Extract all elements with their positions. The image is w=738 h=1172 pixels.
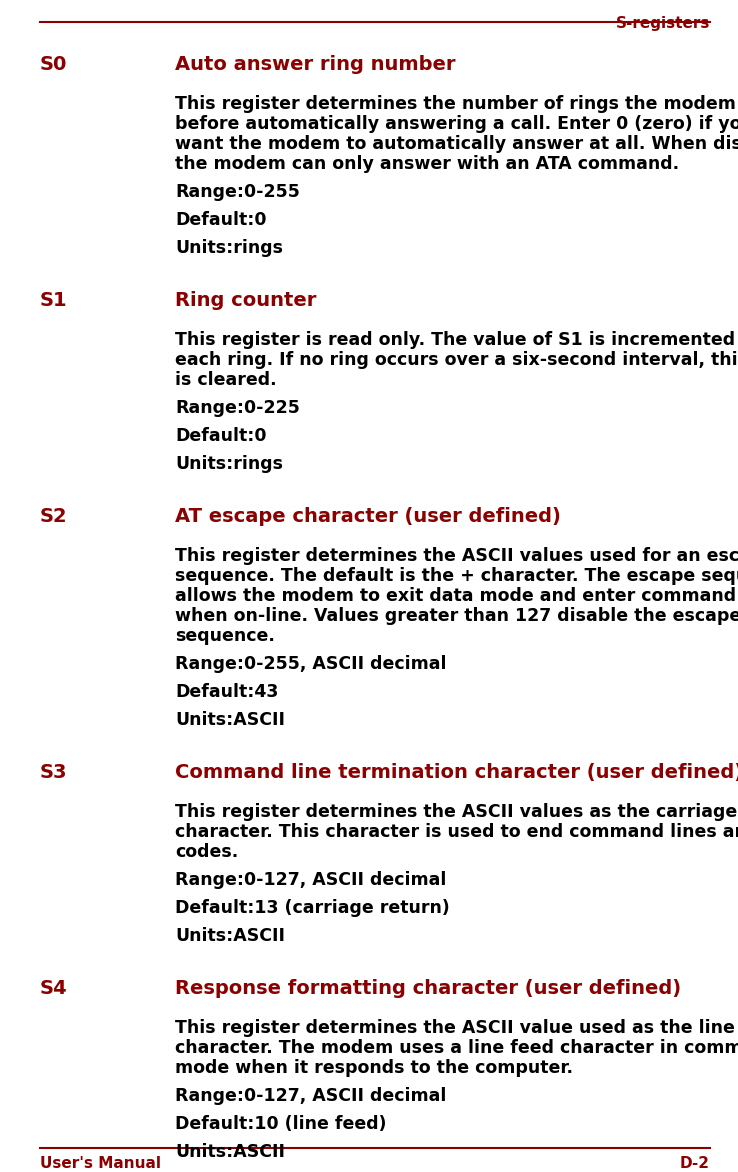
Text: Units:ASCII: Units:ASCII [175,711,285,729]
Text: is cleared.: is cleared. [175,372,277,389]
Text: each ring. If no ring occurs over a six-second interval, this register: each ring. If no ring occurs over a six-… [175,350,738,369]
Text: allows the modem to exit data mode and enter command mode: allows the modem to exit data mode and e… [175,587,738,605]
Text: Units:ASCII: Units:ASCII [175,927,285,945]
Text: S0: S0 [40,55,67,74]
Text: character. This character is used to end command lines and result: character. This character is used to end… [175,823,738,841]
Text: Command line termination character (user defined): Command line termination character (user… [175,763,738,782]
Text: character. The modem uses a line feed character in command: character. The modem uses a line feed ch… [175,1040,738,1057]
Text: This register determines the ASCII values as the carriage return: This register determines the ASCII value… [175,803,738,822]
Text: Range:0-225: Range:0-225 [175,398,300,417]
Text: This register determines the ASCII values used for an escape: This register determines the ASCII value… [175,547,738,565]
Text: sequence. The default is the + character. The escape sequence: sequence. The default is the + character… [175,567,738,585]
Text: when on-line. Values greater than 127 disable the escape: when on-line. Values greater than 127 di… [175,607,738,625]
Text: S1: S1 [40,291,68,311]
Text: This register is read only. The value of S1 is incremented with: This register is read only. The value of… [175,331,738,349]
Text: AT escape character (user defined): AT escape character (user defined) [175,507,561,526]
Text: the modem can only answer with an ATA command.: the modem can only answer with an ATA co… [175,155,679,173]
Text: Range:0-127, ASCII decimal: Range:0-127, ASCII decimal [175,1086,446,1105]
Text: Units:rings: Units:rings [175,455,283,473]
Text: This register determines the ASCII value used as the line feed: This register determines the ASCII value… [175,1018,738,1037]
Text: Default:10 (line feed): Default:10 (line feed) [175,1115,387,1133]
Text: This register determines the number of rings the modem will count: This register determines the number of r… [175,95,738,113]
Text: S4: S4 [40,979,68,999]
Text: S-registers: S-registers [615,16,710,30]
Text: User's Manual: User's Manual [40,1156,161,1171]
Text: S3: S3 [40,763,67,782]
Text: codes.: codes. [175,843,238,861]
Text: Default:43: Default:43 [175,683,278,701]
Text: Response formatting character (user defined): Response formatting character (user defi… [175,979,681,999]
Text: Default:0: Default:0 [175,427,266,445]
Text: Auto answer ring number: Auto answer ring number [175,55,455,74]
Text: Default:13 (carriage return): Default:13 (carriage return) [175,899,449,917]
Text: sequence.: sequence. [175,627,275,645]
Text: S2: S2 [40,507,68,526]
Text: Units:ASCII: Units:ASCII [175,1143,285,1161]
Text: Range:0-255: Range:0-255 [175,183,300,202]
Text: Units:rings: Units:rings [175,239,283,257]
Text: D-2: D-2 [680,1156,710,1171]
Text: mode when it responds to the computer.: mode when it responds to the computer. [175,1059,573,1077]
Text: Ring counter: Ring counter [175,291,317,311]
Text: before automatically answering a call. Enter 0 (zero) if you do not: before automatically answering a call. E… [175,115,738,132]
Text: want the modem to automatically answer at all. When disabled,: want the modem to automatically answer a… [175,135,738,154]
Text: Range:0-127, ASCII decimal: Range:0-127, ASCII decimal [175,871,446,890]
Text: Default:0: Default:0 [175,211,266,229]
Text: Range:0-255, ASCII decimal: Range:0-255, ASCII decimal [175,655,446,673]
